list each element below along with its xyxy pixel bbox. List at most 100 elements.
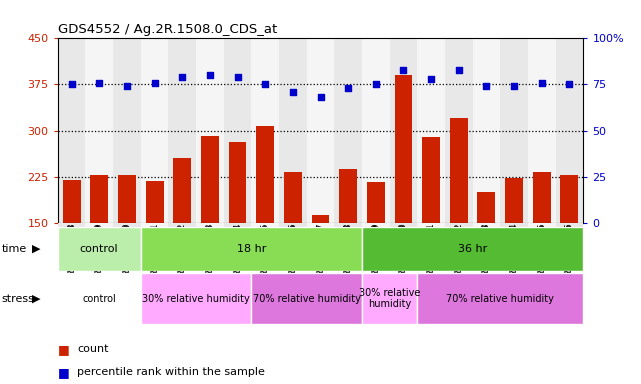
Text: GSM624292: GSM624292 xyxy=(178,223,187,278)
Bar xyxy=(501,223,528,271)
Text: GSM624300: GSM624300 xyxy=(399,223,408,278)
Point xyxy=(177,74,187,80)
Bar xyxy=(417,38,445,223)
Text: 70% relative humidity: 70% relative humidity xyxy=(253,293,361,304)
Bar xyxy=(306,223,335,271)
Text: GSM624295: GSM624295 xyxy=(261,223,270,278)
Bar xyxy=(118,175,136,315)
Text: GSM624293: GSM624293 xyxy=(205,223,214,277)
Text: GDS4552 / Ag.2R.1508.0_CDS_at: GDS4552 / Ag.2R.1508.0_CDS_at xyxy=(58,23,277,36)
Text: 18 hr: 18 hr xyxy=(237,243,266,254)
Text: GSM624306: GSM624306 xyxy=(565,223,574,278)
Bar xyxy=(501,38,528,223)
Point xyxy=(481,83,492,89)
Text: GSM624290: GSM624290 xyxy=(122,223,131,277)
Point xyxy=(149,79,160,86)
Bar xyxy=(63,180,81,315)
Bar xyxy=(251,223,279,271)
Point xyxy=(454,67,464,73)
Point xyxy=(315,94,326,101)
Bar xyxy=(367,182,385,315)
Text: ■: ■ xyxy=(58,343,69,356)
Text: GSM624291: GSM624291 xyxy=(150,223,159,278)
Text: GSM624288: GSM624288 xyxy=(67,223,76,278)
Text: 30% relative humidity: 30% relative humidity xyxy=(142,293,250,304)
Text: GSM624299: GSM624299 xyxy=(371,223,380,277)
Bar xyxy=(140,227,362,271)
Text: GSM624296: GSM624296 xyxy=(288,223,297,277)
Text: GSM624293: GSM624293 xyxy=(205,223,214,278)
Point xyxy=(94,79,104,86)
Bar xyxy=(224,38,251,223)
Bar xyxy=(528,223,556,271)
Text: GSM624306: GSM624306 xyxy=(565,223,574,278)
Text: ▶: ▶ xyxy=(32,293,40,304)
Bar xyxy=(450,118,468,315)
Text: GSM624292: GSM624292 xyxy=(178,223,187,277)
Text: GSM624290: GSM624290 xyxy=(122,223,131,278)
Text: count: count xyxy=(77,344,108,354)
Text: control: control xyxy=(80,243,119,254)
Text: GSM624289: GSM624289 xyxy=(95,223,104,277)
Bar xyxy=(85,223,113,271)
Text: GSM624299: GSM624299 xyxy=(371,223,380,278)
Bar xyxy=(169,223,196,271)
Bar xyxy=(58,227,140,271)
Point xyxy=(537,79,547,86)
Text: GSM624297: GSM624297 xyxy=(316,223,325,278)
Bar xyxy=(417,273,583,324)
Bar xyxy=(339,169,357,315)
Text: GSM624301: GSM624301 xyxy=(427,223,436,278)
Point xyxy=(260,81,271,88)
Bar xyxy=(196,223,224,271)
Point xyxy=(426,76,437,82)
Bar xyxy=(173,158,191,315)
Point xyxy=(122,83,132,89)
Text: GSM624300: GSM624300 xyxy=(399,223,408,278)
Bar xyxy=(528,38,556,223)
Bar xyxy=(140,273,251,324)
Bar xyxy=(90,175,108,315)
Bar xyxy=(279,38,306,223)
Bar xyxy=(196,38,224,223)
Bar xyxy=(505,178,523,315)
Text: GSM624295: GSM624295 xyxy=(261,223,270,277)
Bar xyxy=(251,273,362,324)
Bar xyxy=(58,223,85,271)
Point xyxy=(509,83,519,89)
Text: GSM624298: GSM624298 xyxy=(344,223,353,277)
Point xyxy=(233,74,243,80)
Text: percentile rank within the sample: percentile rank within the sample xyxy=(77,367,265,377)
Text: GSM624298: GSM624298 xyxy=(344,223,353,278)
Bar xyxy=(279,223,306,271)
Text: time: time xyxy=(1,243,26,254)
Bar xyxy=(417,223,445,271)
Bar xyxy=(556,38,583,223)
Bar xyxy=(140,223,169,271)
Text: ▶: ▶ xyxy=(32,243,40,254)
Bar xyxy=(362,223,390,271)
Text: 36 hr: 36 hr xyxy=(458,243,487,254)
Bar xyxy=(201,136,219,315)
Text: GSM624305: GSM624305 xyxy=(537,223,546,278)
Bar xyxy=(362,273,417,324)
Point xyxy=(398,67,408,73)
Text: GSM624302: GSM624302 xyxy=(454,223,463,277)
Point xyxy=(288,89,298,95)
Text: 70% relative humidity: 70% relative humidity xyxy=(446,293,554,304)
Point xyxy=(370,81,381,88)
Bar xyxy=(229,142,247,315)
Text: GSM624301: GSM624301 xyxy=(427,223,436,278)
Bar xyxy=(312,215,329,315)
Bar xyxy=(533,172,551,315)
Text: GSM624294: GSM624294 xyxy=(233,223,242,277)
Bar xyxy=(58,273,140,324)
Text: GSM624288: GSM624288 xyxy=(67,223,76,277)
Text: GSM624303: GSM624303 xyxy=(482,223,491,278)
Text: GSM624304: GSM624304 xyxy=(510,223,519,278)
Bar xyxy=(390,38,417,223)
Text: GSM624305: GSM624305 xyxy=(537,223,546,278)
Bar xyxy=(113,38,140,223)
Bar xyxy=(390,223,417,271)
Bar xyxy=(256,126,274,315)
